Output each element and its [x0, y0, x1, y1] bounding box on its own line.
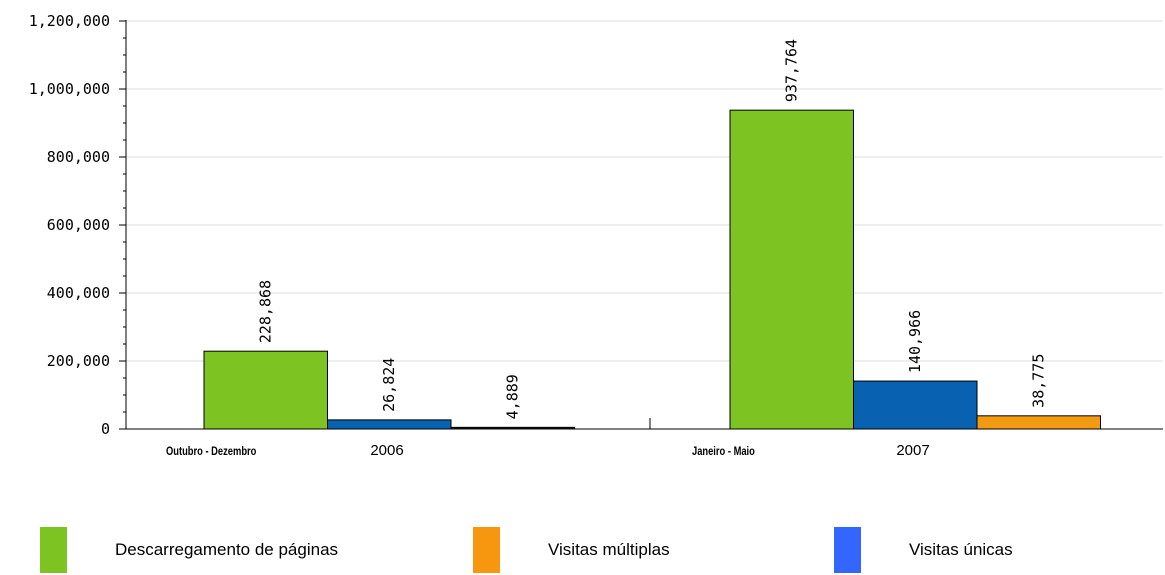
bar: [729, 109, 854, 430]
y-tick-label: 0: [101, 420, 110, 438]
legend-swatch-multiple-visits: [473, 527, 500, 573]
legend-label-unique-visits: Visitas únicas: [909, 540, 1013, 559]
y-tick-label: 600,000: [47, 216, 110, 234]
data-label: 26,824: [380, 358, 398, 412]
y-tick-label: 200,000: [47, 352, 110, 370]
bar: [450, 426, 575, 430]
data-label: 4,889: [504, 374, 522, 419]
bar: [976, 415, 1101, 430]
bar: [853, 380, 978, 430]
y-tick-label: 1,000,000: [29, 80, 110, 98]
x-category-label: Janeiro - Maio: [692, 445, 755, 458]
legend: Descarregamento de páginas Visitas múlti…: [0, 527, 1165, 575]
bar: [327, 419, 452, 430]
data-label: 38,775: [1030, 354, 1048, 408]
y-tick-label: 1,200,000: [29, 12, 110, 30]
y-tick-label: 800,000: [47, 148, 110, 166]
data-label: 937,764: [783, 39, 801, 102]
data-label: 140,966: [906, 310, 924, 373]
legend-label-page-downloads: Descarregamento de páginas: [115, 540, 339, 559]
y-tick-label: 400,000: [47, 284, 110, 302]
bar-chart: 0 200,000 400,000 600,000 800,000 1,000,000 1,…: [29, 12, 1163, 459]
x-group-label: 2007: [896, 442, 929, 459]
legend-swatch-unique-visits: [834, 527, 861, 573]
x-group-label: 2006: [370, 442, 403, 459]
legend-label-multiple-visits: Visitas múltiplas: [548, 540, 670, 559]
bar: [203, 350, 328, 430]
x-category-label: Outubro - Dezembro: [166, 445, 257, 458]
data-label: 228,868: [257, 280, 275, 343]
legend-swatch-page-downloads: [40, 527, 67, 573]
